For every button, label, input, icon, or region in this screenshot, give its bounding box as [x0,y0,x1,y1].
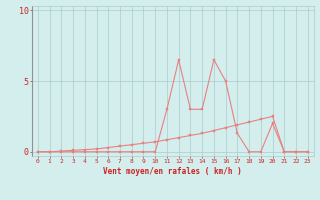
X-axis label: Vent moyen/en rafales ( km/h ): Vent moyen/en rafales ( km/h ) [103,167,242,176]
